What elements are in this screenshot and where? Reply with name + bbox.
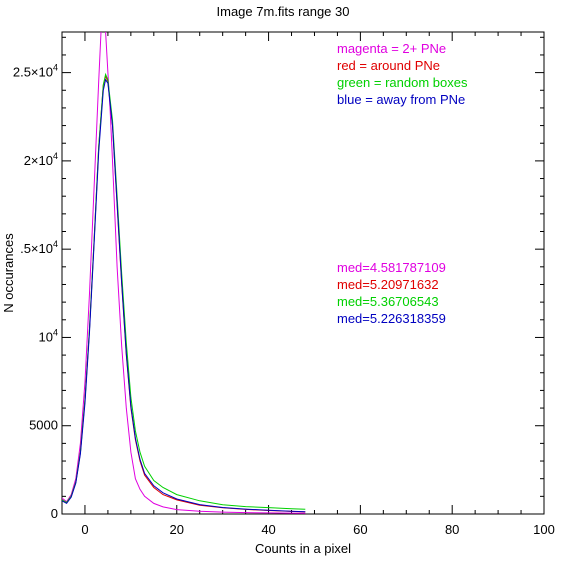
legend-entry: red = around PNe xyxy=(337,58,440,73)
y-tick-label-base: 2.5×10 xyxy=(13,65,53,80)
series-line-0 xyxy=(62,32,306,514)
y-tick-label-exponent: 4 xyxy=(53,239,58,249)
y-tick-label-exponent: 4 xyxy=(53,327,58,337)
median-annotations: med=4.581787109 med=5.20971632 med=5.36706… xyxy=(337,260,446,326)
median-annotation: med=4.581787109 xyxy=(337,260,446,275)
y-tick-label-base: .5×10 xyxy=(20,241,53,256)
x-axis-title: Counts in a pixel xyxy=(255,541,351,556)
y-tick-label: 104 xyxy=(39,327,58,344)
chart-title: Image 7m.fits range 30 xyxy=(217,4,350,19)
y-tick-label: 2.5×104 xyxy=(13,63,58,80)
y-tick-label-exponent: 4 xyxy=(53,151,58,161)
x-tick-label: 80 xyxy=(445,522,459,537)
legend: magenta = 2+ PNe red = around PNe green = … xyxy=(337,41,468,107)
y-axis-title: N occurances xyxy=(1,233,16,313)
y-tick-label-base: 2×10 xyxy=(24,153,53,168)
x-tick-label: 40 xyxy=(261,522,275,537)
y-tick-label-exponent: 4 xyxy=(53,63,58,73)
median-annotation: med=5.20971632 xyxy=(337,277,439,292)
y-tick-label: 5000 xyxy=(29,418,58,433)
legend-entry: green = random boxes xyxy=(337,75,468,90)
y-tick-label-base: 10 xyxy=(39,329,53,344)
legend-entry: magenta = 2+ PNe xyxy=(337,41,446,56)
plot-frame xyxy=(61,31,545,515)
series-line-2 xyxy=(62,72,306,510)
x-tick-label: 60 xyxy=(353,522,367,537)
series-line-3 xyxy=(62,78,306,513)
legend-entry: blue = away from PNe xyxy=(337,92,465,107)
y-tick-label: .5×104 xyxy=(20,239,58,256)
median-annotation: med=5.36706543 xyxy=(337,294,439,309)
x-tick-label: 0 xyxy=(81,522,88,537)
y-tick-label: 0 xyxy=(51,506,58,521)
x-tick-label: 20 xyxy=(170,522,184,537)
y-tick-label-base: 5000 xyxy=(29,418,58,433)
y-tick-label: 2×104 xyxy=(24,151,58,168)
series-lines xyxy=(62,32,306,514)
y-tick-label-base: 0 xyxy=(51,506,58,521)
median-annotation: med=5.226318359 xyxy=(337,311,446,326)
series-line-1 xyxy=(62,74,306,513)
x-tick-label: 100 xyxy=(533,522,555,537)
